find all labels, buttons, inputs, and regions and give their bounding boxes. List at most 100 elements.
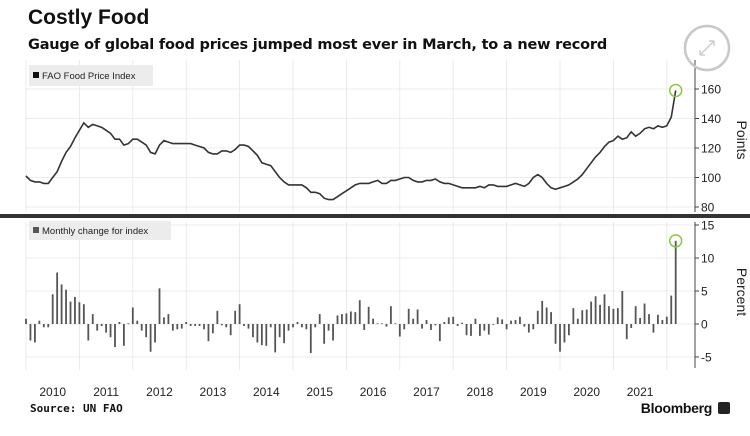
change-bar xyxy=(25,318,27,324)
change-bar xyxy=(390,306,392,324)
change-bar xyxy=(625,324,628,340)
change-bar xyxy=(474,318,477,324)
change-bar xyxy=(519,316,521,324)
change-bar xyxy=(96,324,99,331)
change-bar xyxy=(42,324,45,328)
change-bar xyxy=(287,324,290,331)
change-bar xyxy=(269,324,272,328)
change-bar xyxy=(674,240,677,324)
change-bar xyxy=(554,324,557,344)
change-bar xyxy=(385,324,388,327)
change-bar xyxy=(398,324,401,337)
change-bar xyxy=(292,324,294,328)
change-bar xyxy=(78,302,81,324)
change-bar xyxy=(479,324,481,336)
change-bar xyxy=(465,324,468,336)
change-bar xyxy=(510,320,512,324)
change-bar xyxy=(421,324,423,329)
change-bar xyxy=(665,316,668,324)
change-bar xyxy=(501,319,504,324)
change-bar xyxy=(118,322,121,324)
change-bar xyxy=(514,320,517,324)
change-bar xyxy=(648,314,650,324)
y-tick-label-points: 160 xyxy=(701,83,721,97)
change-bar xyxy=(323,324,326,344)
y-tick-label-points: 100 xyxy=(701,171,721,185)
change-bar xyxy=(354,312,357,324)
change-bar xyxy=(412,318,415,324)
change-bar xyxy=(452,316,455,324)
change-bar xyxy=(505,324,508,330)
change-bar xyxy=(220,324,223,326)
change-bar xyxy=(568,324,570,336)
change-bar xyxy=(470,324,472,336)
change-bar xyxy=(349,311,352,324)
change-bar xyxy=(38,320,41,324)
change-bar xyxy=(599,304,601,324)
change-bar xyxy=(216,310,219,324)
change-bar xyxy=(456,324,459,326)
change-bar xyxy=(416,309,419,324)
change-bar xyxy=(109,324,112,338)
x-tick-label: 2011 xyxy=(93,385,119,399)
legend-change-label: Monthly change for index xyxy=(42,226,148,237)
y-tick-label-percent: 10 xyxy=(701,252,715,266)
change-bar xyxy=(532,324,535,330)
change-bar xyxy=(154,324,156,343)
expand-icon[interactable] xyxy=(683,24,731,72)
change-bar xyxy=(372,318,374,324)
change-bar xyxy=(657,314,659,324)
change-bar xyxy=(296,322,299,324)
change-bar xyxy=(252,324,254,338)
y-tick-label-percent: -5 xyxy=(701,351,712,365)
change-bar xyxy=(332,324,334,341)
change-bar xyxy=(545,307,548,324)
change-bar xyxy=(74,296,76,324)
change-bar xyxy=(247,324,250,329)
change-bar xyxy=(341,314,343,324)
legend-index-bg xyxy=(29,65,153,86)
change-bar xyxy=(194,324,196,326)
bloomberg-logo: Bloomberg xyxy=(640,400,713,416)
x-tick-label: 2010 xyxy=(39,385,66,399)
source-note: Source: UN FAO xyxy=(30,402,123,415)
change-bar xyxy=(434,324,437,326)
legend-change-bg xyxy=(29,221,171,240)
change-bar xyxy=(65,289,67,324)
change-bar xyxy=(60,284,63,324)
change-bar xyxy=(189,324,192,326)
change-bar xyxy=(425,320,428,324)
change-bar xyxy=(576,318,579,324)
change-bar xyxy=(581,310,584,324)
change-bar xyxy=(171,324,174,331)
change-bar xyxy=(114,324,116,348)
change-bar xyxy=(47,324,50,328)
change-bar xyxy=(536,310,539,324)
change-bar xyxy=(34,324,36,343)
x-tick-label: 2013 xyxy=(200,385,227,399)
change-bar xyxy=(29,324,32,341)
change-bar xyxy=(283,324,285,344)
change-bar xyxy=(314,324,317,328)
change-bar xyxy=(438,324,441,342)
change-bar xyxy=(185,322,188,324)
change-bar xyxy=(594,296,597,324)
change-bar xyxy=(563,324,566,343)
x-tick-label: 2017 xyxy=(413,385,440,399)
change-bar xyxy=(661,320,664,324)
x-tick-label: 2016 xyxy=(360,385,387,399)
y-axis-title-points: Points xyxy=(734,121,750,160)
change-bar xyxy=(487,324,490,335)
change-bar xyxy=(256,324,259,343)
change-bar xyxy=(278,324,281,338)
change-bar xyxy=(358,300,361,324)
change-bar xyxy=(639,318,641,324)
change-bar xyxy=(643,303,646,324)
change-bar xyxy=(260,324,263,346)
change-bar xyxy=(407,308,410,324)
x-tick-label: 2015 xyxy=(306,385,333,399)
chart-subtitle: Gauge of global food prices jumped most … xyxy=(28,37,608,53)
change-bar xyxy=(496,317,499,324)
change-bar xyxy=(207,324,210,342)
